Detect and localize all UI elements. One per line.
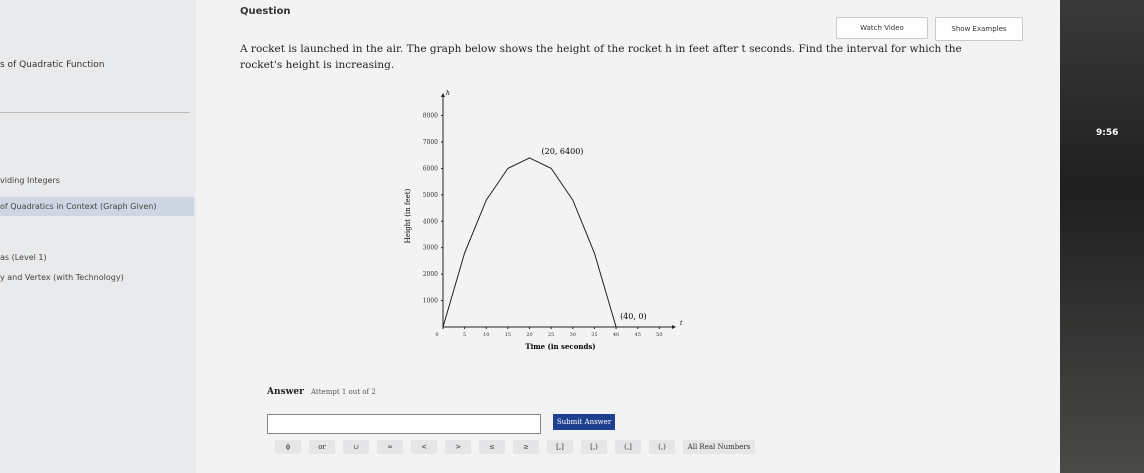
annotation: (40, 0) — [620, 312, 647, 321]
question-text: A rocket is launched in the air. The gra… — [240, 43, 962, 71]
answer-input[interactable] — [267, 414, 541, 434]
arrow — [672, 325, 676, 329]
keypad-button[interactable]: [,) — [581, 440, 607, 454]
y-tick-label: 7000 — [423, 139, 438, 146]
y-tick-label: 8000 — [423, 113, 438, 120]
divider — [0, 112, 190, 113]
sidebar-item[interactable]: y and Vertex (with Technology) — [0, 273, 124, 282]
y-axis-label: Height (in feet) — [404, 188, 412, 243]
x-tick-label: 25 — [548, 332, 554, 338]
keypad-button[interactable]: All Real Numbers — [683, 440, 755, 454]
clock: 9:56 — [1096, 128, 1119, 138]
x-tick-label: 5 — [463, 332, 466, 338]
sidebar-item[interactable]: of Quadratics in Context (Graph Given) — [0, 202, 157, 211]
axis-letter: h — [446, 90, 450, 97]
x-tick-label: 45 — [635, 332, 641, 338]
x-tick-label: 50 — [656, 332, 662, 338]
keypad-button[interactable]: (,) — [649, 440, 675, 454]
submit-button[interactable]: Submit Answer — [553, 414, 615, 430]
y-tick-label: 2000 — [423, 271, 438, 278]
background: 9:56 — [1060, 0, 1144, 473]
keypad-button[interactable]: > — [445, 440, 471, 454]
y-tick-label: 5000 — [423, 192, 438, 199]
x-tick-label: 30 — [570, 332, 576, 338]
x-axis-label: Time (in seconds) — [525, 342, 595, 351]
watch-video-button[interactable]: Watch Video — [836, 17, 928, 39]
x-tick-label: 10 — [483, 332, 489, 338]
y-tick-label: 6000 — [423, 165, 438, 172]
keypad-button[interactable]: ≤ — [479, 440, 505, 454]
sidebar-item[interactable]: as (Level 1) — [0, 253, 47, 262]
sidebar-item[interactable]: s of Quadratic Function — [0, 60, 105, 70]
keypad-button[interactable]: < — [411, 440, 437, 454]
curve — [442, 157, 617, 328]
button-label: Watch Video — [860, 24, 904, 32]
x-tick-label: 15 — [505, 332, 511, 338]
selected-row — [0, 197, 194, 216]
x-tick-label: 40 — [613, 332, 619, 338]
x-tick-label: 35 — [591, 332, 597, 338]
annotation: (20, 6400) — [542, 147, 584, 156]
x-tick-label: 0 — [435, 332, 438, 338]
keypad-button[interactable]: [,] — [547, 440, 573, 454]
keypad-button[interactable]: ϕ — [275, 440, 301, 454]
sidebar: s of Quadratic Function viding Integers … — [0, 0, 196, 473]
keypad-button[interactable]: ∪ — [343, 440, 369, 454]
y-tick-label: 1000 — [423, 298, 438, 305]
button-label: Show Examples — [951, 25, 1007, 33]
y-tick-label: 4000 — [423, 218, 438, 225]
keypad-button[interactable]: (,] — [615, 440, 641, 454]
keypad-button[interactable]: or — [309, 440, 335, 454]
main-panel — [196, 0, 1060, 473]
x-tick-label: 20 — [526, 332, 532, 338]
arrow — [441, 93, 445, 97]
y-tick-label: 3000 — [423, 245, 438, 252]
question-title: Question — [240, 6, 291, 17]
show-examples-button[interactable]: Show Examples — [935, 17, 1023, 41]
sidebar-item[interactable]: viding Integers — [0, 176, 60, 185]
keypad-button[interactable]: ≥ — [513, 440, 539, 454]
keypad-button[interactable]: ∞ — [377, 440, 403, 454]
attempt-counter: Attempt 1 out of 2 — [311, 388, 376, 396]
answer-label: Answer — [267, 387, 304, 397]
graph: t h 1000 2000 3000 4000 5000 6000 7000 8000 0 5 10 15… — [404, 90, 683, 351]
axis-letter: t — [680, 320, 683, 327]
